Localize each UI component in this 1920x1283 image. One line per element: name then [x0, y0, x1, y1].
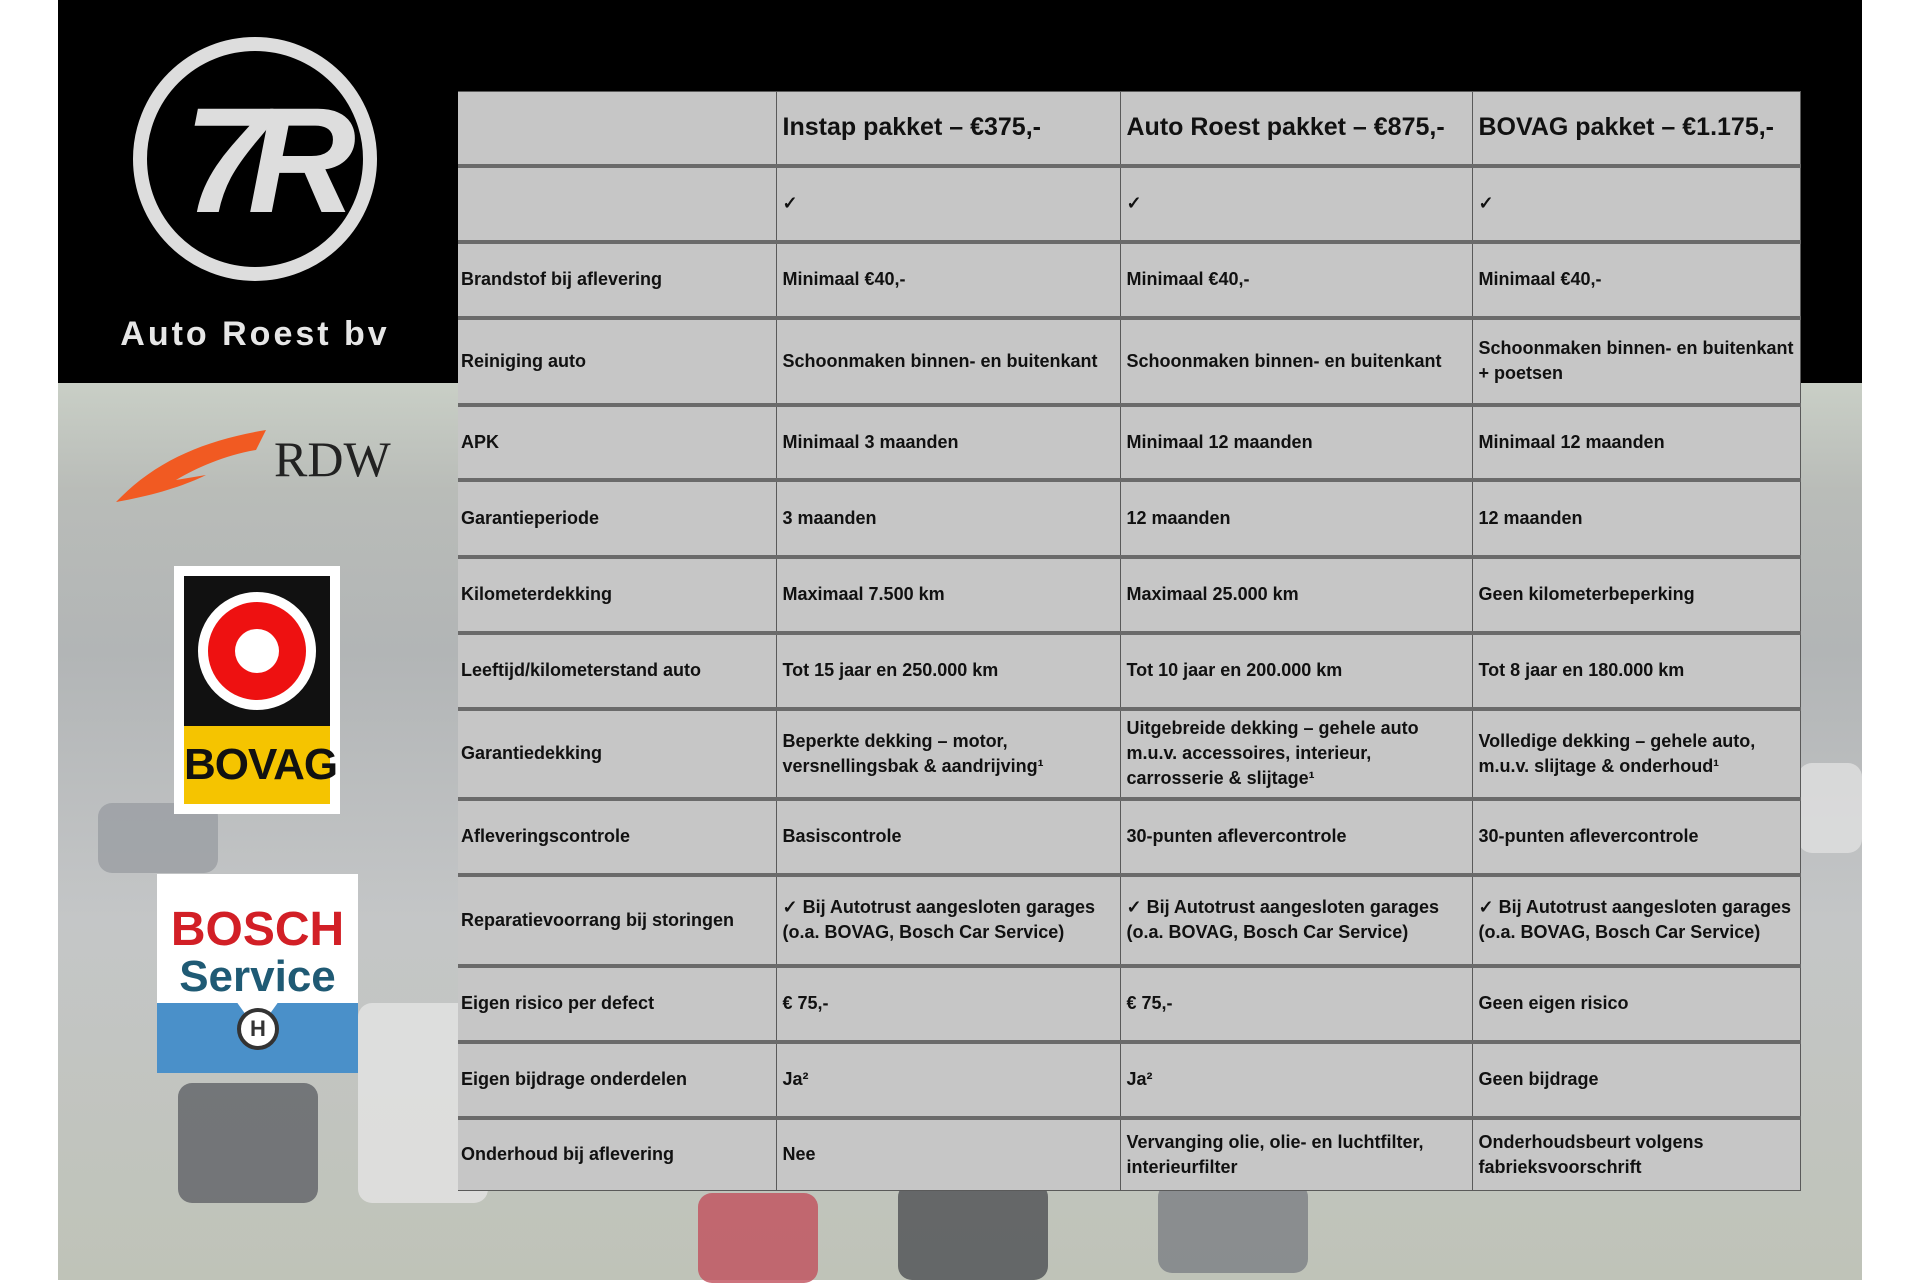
table-cell: Schoonmaken binnen- en buitenkant: [1119, 317, 1473, 405]
bovag-logo-text: BOVAG: [184, 726, 338, 804]
table-cell: € 75,-: [775, 965, 1121, 1042]
table-row: APK Minimaal 3 maanden Minimaal 12 maanden…: [458, 404, 1801, 480]
table-cell: Geen bijdrage: [1471, 1041, 1801, 1118]
row-label: Garantieperiode: [458, 479, 777, 557]
table-cell: Vervanging olie, olie- en luchtfilter, i…: [1119, 1117, 1473, 1191]
table-row: Brandstof bij aflevering Minimaal €40,- Mi…: [458, 241, 1801, 318]
table-cell: Tot 15 jaar en 250.000 km: [775, 632, 1121, 709]
table-cell: ✓ Bij Autotrust aangesloten garages (o.a…: [1471, 874, 1801, 966]
table-cell: Schoonmaken binnen- en buitenkant + poet…: [1471, 317, 1801, 405]
table-cell: Ja²: [1119, 1041, 1473, 1118]
table-cell: Schoonmaken binnen- en buitenkant: [775, 317, 1121, 405]
table-cell: ✓ Bij Autotrust aangesloten garages (o.a…: [1119, 874, 1473, 966]
header-bovag-pakket: BOVAG pakket – €1.175,-: [1471, 91, 1801, 166]
table-cell: Tot 8 jaar en 180.000 km: [1471, 632, 1801, 709]
table-cell: Geen kilometerbeperking: [1471, 556, 1801, 633]
table-row: Afleveringscontrole Basiscontrole 30-punte…: [458, 798, 1801, 875]
table-row: Onderhoud bij aflevering Nee Vervanging ol…: [458, 1117, 1801, 1191]
table-cell: Nee: [775, 1117, 1121, 1191]
table-cell: 12 maanden: [1119, 479, 1473, 557]
row-label: Brandstof bij aflevering: [458, 241, 777, 318]
table-cell: 3 maanden: [775, 479, 1121, 557]
header-auto-roest-pakket: Auto Roest pakket – €875,-: [1119, 91, 1473, 166]
header-cell-empty: [458, 91, 777, 166]
bosch-logo-text: BOSCH: [170, 903, 345, 956]
table-row: ✓ ✓ ✓: [458, 165, 1801, 242]
table-cell: ✓: [775, 165, 1121, 242]
table-row: Eigen bijdrage onderdelen Ja² Ja² Geen bijd…: [458, 1041, 1801, 1118]
table-cell: Maximaal 7.500 km: [775, 556, 1121, 633]
bovag-emblem-icon: [198, 592, 316, 710]
rdw-logo-text: RDW: [274, 431, 391, 487]
table-cell: € 75,-: [1119, 965, 1473, 1042]
row-label: Garantiedekking: [458, 708, 777, 799]
table-cell: Maximaal 25.000 km: [1119, 556, 1473, 633]
table-cell: ✓ Bij Autotrust aangesloten garages (o.a…: [775, 874, 1121, 966]
table-cell: Minimaal 12 maanden: [1119, 404, 1473, 480]
table-cell: 30-punten aflevercontrole: [1471, 798, 1801, 875]
table-cell: Minimaal 3 maanden: [775, 404, 1121, 480]
table-cell: ✓: [1119, 165, 1473, 242]
table-row: Garantiedekking Beperkte dekking – motor,…: [458, 708, 1801, 799]
table-row: Kilometerdekking Maximaal 7.500 km Maximaa…: [458, 556, 1801, 633]
table-row: Eigen risico per defect € 75,- € 75,- Geen …: [458, 965, 1801, 1042]
table-cell: Minimaal €40,-: [1119, 241, 1473, 318]
bosch-service-logo: BOSCH Service H: [157, 874, 358, 1073]
row-label: Onderhoud bij aflevering: [458, 1117, 777, 1191]
table-cell: 30-punten aflevercontrole: [1119, 798, 1473, 875]
table-row: Garantieperiode 3 maanden 12 maanden 12 maa…: [458, 479, 1801, 557]
table-cell: Minimaal €40,-: [1471, 241, 1801, 318]
auto-roest-logo-mark: 7R: [184, 76, 356, 244]
row-label: Reiniging auto: [458, 317, 777, 405]
row-label: Eigen risico per defect: [458, 965, 777, 1042]
table-cell: Minimaal €40,-: [775, 241, 1121, 318]
rdw-logo: RDW: [116, 420, 406, 510]
table-cell: Onderhoudsbeurt volgens fabrieksvoorschr…: [1471, 1117, 1801, 1191]
table-cell: Beperkte dekking – motor, versnellingsba…: [775, 708, 1121, 799]
table-cell: Uitgebreide dekking – gehele auto m.u.v.…: [1119, 708, 1473, 799]
table-cell: Tot 10 jaar en 200.000 km: [1119, 632, 1473, 709]
bosch-service-text: Service: [179, 952, 336, 1001]
table-row: Reparatievoorrang bij storingen ✓ Bij Aut…: [458, 874, 1801, 966]
row-label: [458, 165, 777, 242]
table-cell: 12 maanden: [1471, 479, 1801, 557]
table-row: Reiniging auto Schoonmaken binnen- en bui…: [458, 317, 1801, 405]
table-cell: ✓: [1471, 165, 1801, 242]
table-cell: Ja²: [775, 1041, 1121, 1118]
table-row: Leeftijd/kilometerstand auto Tot 15 jaar …: [458, 632, 1801, 709]
row-label: Kilometerdekking: [458, 556, 777, 633]
table-cell: Basiscontrole: [775, 798, 1121, 875]
package-comparison-table: Instap pakket – €375,- Auto Roest pakket…: [458, 91, 1801, 1191]
row-label: Afleveringscontrole: [458, 798, 777, 875]
table-cell: Minimaal 12 maanden: [1471, 404, 1801, 480]
table-cell: Volledige dekking – gehele auto, m.u.v. …: [1471, 708, 1801, 799]
header-instap-pakket: Instap pakket – €375,-: [775, 91, 1121, 166]
brand-name: Auto Roest bv: [120, 315, 390, 353]
table-cell: Geen eigen risico: [1471, 965, 1801, 1042]
row-label: Reparatievoorrang bij storingen: [458, 874, 777, 966]
rdw-wing-icon: [116, 430, 266, 502]
row-label: Leeftijd/kilometerstand auto: [458, 632, 777, 709]
row-label: Eigen bijdrage onderdelen: [458, 1041, 777, 1118]
bovag-logo: BOVAG: [174, 566, 340, 814]
bosch-armature-icon: H: [237, 1008, 279, 1050]
row-label: APK: [458, 404, 777, 480]
